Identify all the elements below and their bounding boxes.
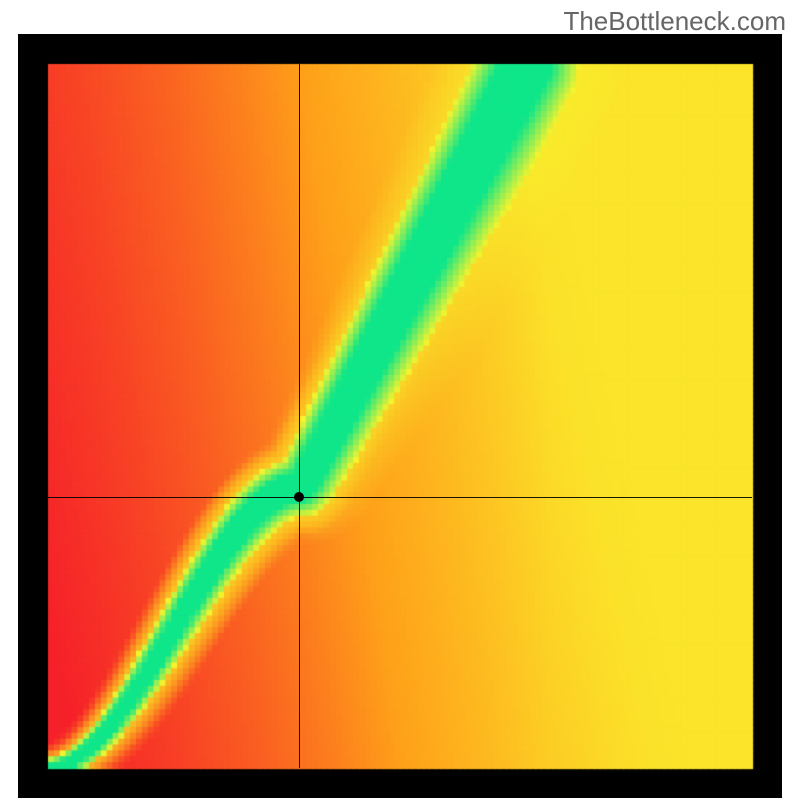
crosshair-vertical bbox=[299, 64, 300, 768]
heatmap-canvas bbox=[18, 34, 782, 798]
crosshair-horizontal bbox=[48, 497, 752, 498]
data-point-marker bbox=[294, 492, 304, 502]
watermark-text: TheBottleneck.com bbox=[563, 6, 786, 37]
chart-container: TheBottleneck.com bbox=[0, 0, 800, 800]
plot-background bbox=[18, 34, 782, 798]
